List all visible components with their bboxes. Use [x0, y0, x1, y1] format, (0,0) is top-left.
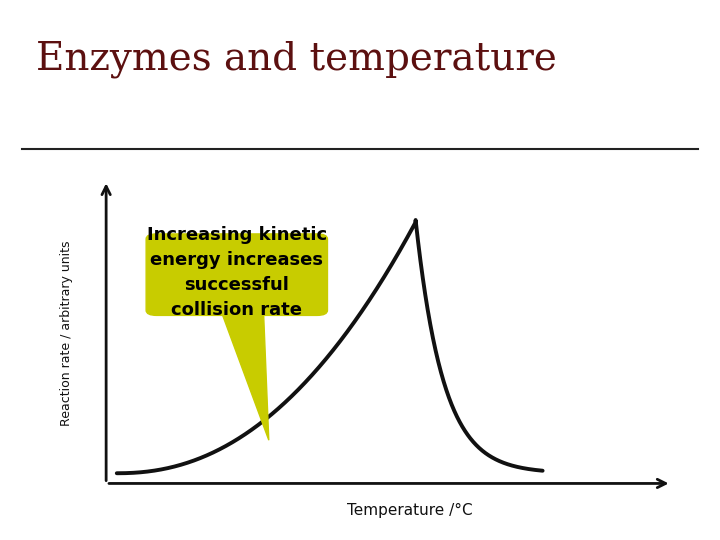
FancyBboxPatch shape: [146, 234, 328, 315]
Text: Temperature /°C: Temperature /°C: [347, 503, 473, 517]
Text: Increasing kinetic
energy increases
successful
collision rate: Increasing kinetic energy increases succ…: [147, 226, 327, 319]
Text: Reaction rate / arbitrary units: Reaction rate / arbitrary units: [60, 240, 73, 426]
Polygon shape: [221, 310, 269, 440]
Text: Enzymes and temperature: Enzymes and temperature: [36, 40, 557, 78]
